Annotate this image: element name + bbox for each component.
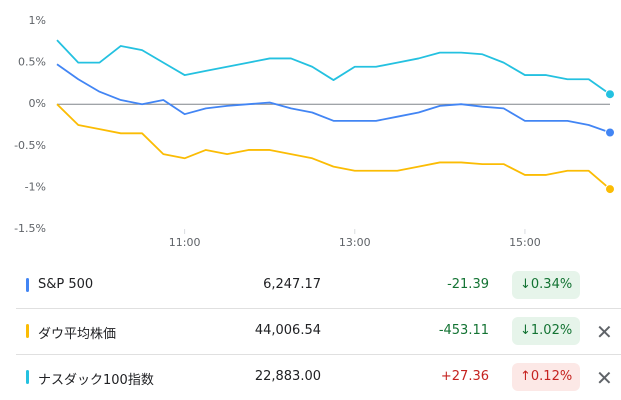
x-tick-label: 15:00: [509, 236, 541, 249]
end-dot: [605, 127, 615, 138]
price: 6,247.17: [263, 277, 321, 292]
percent-change: ↓1.02%: [512, 317, 581, 345]
price: 22,883.00: [254, 369, 321, 384]
change: -21.39: [447, 277, 489, 292]
series-line: [56, 103, 611, 190]
y-tick-label: -0.5%: [14, 139, 46, 152]
index-name: S&P 500: [38, 277, 94, 292]
table-row: ナスダック100指数 22,883.00 +27.36 ↑0.12% ✕: [0, 354, 621, 400]
table-row: S&P 500 6,247.17 -21.39 ↓0.34%: [0, 262, 621, 308]
y-tick-label: 0%: [29, 97, 46, 110]
index-name: ナスダック100指数: [38, 373, 154, 388]
end-dot: [605, 89, 615, 100]
x-tick-label: 13:00: [339, 236, 371, 249]
remove-button[interactable]: ✕: [596, 320, 613, 344]
price: 44,006.54: [254, 323, 321, 338]
table-row: ダウ平均株価 44,006.54 -453.11 ↓1.02% ✕: [0, 308, 621, 354]
series-line: [56, 39, 611, 95]
remove-button[interactable]: ✕: [596, 366, 613, 390]
chart: 1% 0.5% 0% -0.5% -1% -1.5% 11:00 13:00 15:00: [14, 14, 615, 249]
percent-change: ↑0.12%: [512, 363, 581, 391]
y-tick-label: 1%: [29, 14, 46, 27]
x-tick-label: 11:00: [169, 236, 201, 249]
color-indicator: [26, 324, 29, 338]
y-tick-label: 0.5%: [18, 56, 46, 69]
color-indicator: [26, 278, 29, 292]
percent-change: ↓0.34%: [512, 271, 581, 299]
y-tick-label: -1%: [25, 180, 46, 193]
series-line: [56, 63, 611, 134]
end-dot: [605, 184, 615, 195]
index-name: ダウ平均株価: [38, 327, 117, 342]
y-tick-label: -1.5%: [14, 222, 46, 235]
separator: [16, 308, 621, 309]
separator: [16, 354, 621, 355]
change: -453.11: [438, 323, 489, 338]
color-indicator: [26, 370, 29, 384]
change: +27.36: [440, 369, 489, 384]
